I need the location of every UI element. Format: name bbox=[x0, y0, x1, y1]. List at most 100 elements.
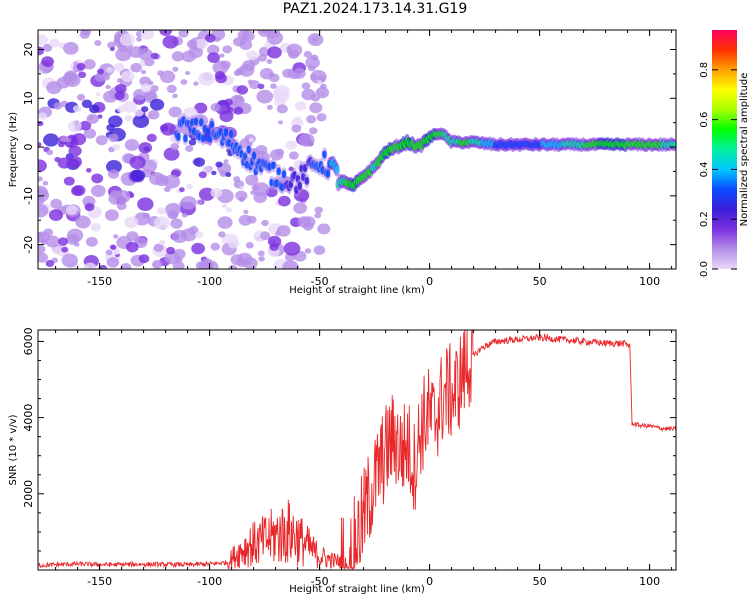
heatmap-blob bbox=[181, 212, 188, 218]
heatmap-blob bbox=[217, 216, 233, 229]
heatmap-blob bbox=[171, 51, 185, 62]
heatmap-blob bbox=[219, 110, 234, 123]
heatmap-blob bbox=[270, 83, 277, 89]
heatmap-blob bbox=[114, 91, 125, 100]
heatmap-blob bbox=[83, 128, 97, 139]
heatmap-ridge-core bbox=[193, 117, 199, 126]
heatmap-blob bbox=[215, 73, 227, 84]
heatmap-blob bbox=[239, 185, 245, 191]
heatmap-blob bbox=[221, 203, 228, 209]
heatmap-blob bbox=[129, 155, 146, 170]
heatmap-cells bbox=[38, 30, 676, 269]
heatmap-ridge-core bbox=[322, 150, 327, 159]
heatmap-ridge-core bbox=[176, 132, 181, 141]
heatmap-blob bbox=[191, 242, 205, 255]
heatmap-blob bbox=[312, 37, 318, 43]
heatmap-blob bbox=[301, 216, 316, 228]
heatmap-blob bbox=[183, 106, 198, 119]
heatmap-ridge-core bbox=[223, 128, 229, 137]
heatmap-blob bbox=[251, 184, 260, 191]
heatmap-blob bbox=[38, 46, 45, 56]
heatmap-blob bbox=[148, 110, 160, 120]
x-tick-label: -150 bbox=[87, 575, 112, 588]
heatmap-ridge-core bbox=[251, 151, 257, 160]
heatmap-blob bbox=[38, 231, 46, 243]
heatmap-blob bbox=[225, 172, 232, 178]
heatmap-blob bbox=[48, 209, 64, 221]
heatmap-blob bbox=[220, 60, 231, 70]
heatmap-blob bbox=[233, 106, 244, 115]
heatmap-blob bbox=[68, 156, 83, 168]
heatmap-blob bbox=[140, 69, 147, 75]
heatmap-blob bbox=[72, 105, 82, 113]
heatmap-blob bbox=[236, 85, 249, 95]
heatmap-blob bbox=[89, 104, 100, 114]
heatmap-blob bbox=[50, 198, 63, 209]
heatmap-blob bbox=[95, 92, 101, 97]
heatmap-blob bbox=[138, 142, 153, 154]
heatmap-ridge-core bbox=[325, 169, 331, 178]
heatmap-blob bbox=[314, 206, 323, 214]
heatmap-blob bbox=[207, 44, 220, 55]
heatmap-blob bbox=[102, 90, 118, 103]
heatmap-blob bbox=[65, 137, 72, 143]
heatmap-blob bbox=[38, 252, 49, 263]
heatmap-blob bbox=[46, 81, 62, 95]
heatmap-blob bbox=[163, 174, 181, 189]
x-tick-label: 0 bbox=[426, 575, 433, 588]
heatmap-blob bbox=[153, 216, 170, 230]
heatmap-blob bbox=[78, 71, 87, 79]
heatmap-blob bbox=[63, 176, 75, 186]
heatmap-blob bbox=[38, 34, 48, 45]
heatmap-blob bbox=[266, 31, 284, 45]
heatmap-blob bbox=[303, 50, 312, 58]
heatmap-blob bbox=[152, 259, 163, 269]
heatmap-blob bbox=[166, 84, 177, 94]
x-tick-label: -50 bbox=[311, 575, 329, 588]
x-tick-label: 50 bbox=[533, 275, 547, 288]
heatmap-blob bbox=[316, 113, 327, 122]
x-tick-label: -50 bbox=[311, 275, 329, 288]
heatmap-blob bbox=[162, 35, 179, 49]
heatmap-blob bbox=[180, 79, 188, 85]
heatmap-blob bbox=[65, 205, 78, 216]
heatmap-blob bbox=[283, 241, 301, 256]
heatmap-blob bbox=[122, 100, 137, 113]
heatmap-blob bbox=[130, 169, 146, 182]
heatmap-blob bbox=[136, 36, 143, 42]
heatmap-blob bbox=[124, 216, 139, 229]
heatmap-ridge-core bbox=[183, 134, 188, 143]
heatmap-blob bbox=[172, 261, 185, 269]
heatmap-blob bbox=[95, 135, 108, 146]
heatmap-blob bbox=[269, 149, 284, 161]
heatmap-blob bbox=[313, 245, 326, 255]
heatmap-blob bbox=[233, 176, 241, 183]
heatmap-blob bbox=[38, 203, 49, 218]
heatmap-blob bbox=[305, 56, 320, 69]
heatmap-blob bbox=[144, 57, 155, 67]
heatmap-blob bbox=[113, 62, 125, 72]
heatmap-blob bbox=[116, 202, 127, 211]
heatmap-blob bbox=[298, 133, 315, 147]
heatmap-blob bbox=[51, 245, 62, 254]
heatmap-blob bbox=[83, 59, 96, 70]
colorbar bbox=[712, 30, 737, 269]
heatmap-blob bbox=[73, 61, 79, 66]
x-tick-label: 0 bbox=[426, 275, 433, 288]
heatmap-blob bbox=[116, 78, 123, 83]
heatmap-blob bbox=[233, 95, 244, 104]
snr-series-line bbox=[38, 330, 676, 570]
heatmap-blob bbox=[267, 46, 282, 59]
heatmap-blob bbox=[304, 248, 312, 254]
heatmap-blob bbox=[108, 169, 120, 179]
heatmap-blob bbox=[219, 53, 225, 58]
heatmap-blob bbox=[193, 81, 199, 86]
heatmap-blob bbox=[106, 160, 122, 174]
colorbar-tick-label: 0.2 bbox=[699, 211, 710, 227]
heatmap-blob bbox=[160, 122, 177, 136]
heatmap-blob bbox=[272, 88, 286, 100]
heatmap-blob bbox=[317, 79, 322, 84]
heatmap-blob bbox=[248, 79, 260, 90]
heatmap-blob bbox=[168, 106, 182, 118]
heatmap-blob bbox=[193, 157, 205, 167]
